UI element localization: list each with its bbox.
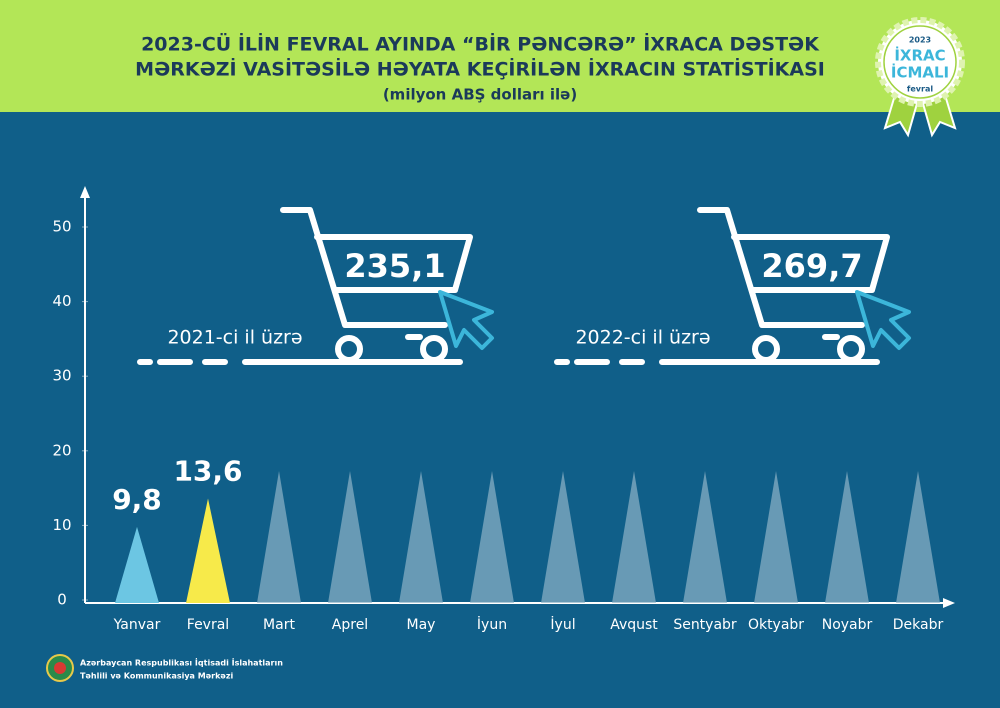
placeholder-triangle [896, 471, 940, 603]
y-tick-label: 20 [52, 441, 71, 459]
annotation-label: 2021-ci il üzrə [167, 327, 302, 349]
placeholder-triangle [754, 471, 798, 603]
x-tick-label: Aprel [332, 617, 368, 633]
cursor-icon [438, 290, 911, 350]
placeholder-triangle [470, 471, 514, 603]
title-line: MƏRKƏZİ VASİTƏSİLƏ HƏYATA KEÇİRİLƏN İXRA… [135, 57, 825, 81]
x-tick-label: Noyabr [822, 617, 873, 633]
annotation-value: 269,7 [761, 247, 862, 285]
triangle-bar [115, 526, 159, 603]
x-tick-label: Fevral [187, 617, 229, 633]
badge-text: İCMALI [891, 63, 949, 82]
placeholder-triangle [328, 471, 372, 603]
x-tick-label: Yanvar [113, 617, 161, 633]
x-tick-label: İyun [477, 615, 507, 633]
footer-text: Təhlili və Kommunikasiya Mərkəzi [80, 672, 233, 681]
header-band [0, 0, 1000, 112]
placeholder-triangle [541, 471, 585, 603]
badge-text: İXRAC [894, 46, 945, 65]
x-tick-label: Avqust [610, 617, 658, 633]
y-tick-label: 10 [52, 516, 71, 534]
x-tick-label: May [407, 617, 436, 633]
x-tick-label: İyul [550, 615, 575, 633]
cart-illustration [137, 207, 890, 365]
placeholder-triangle [612, 471, 656, 603]
annotation-value: 235,1 [344, 247, 445, 285]
x-tick-label: Sentyabr [673, 617, 737, 633]
value-label: 13,6 [173, 455, 242, 488]
value-label: 9,8 [112, 483, 162, 516]
placeholder-triangle [399, 471, 443, 603]
y-tick-label: 30 [52, 367, 71, 385]
badge-month: fevral [907, 85, 933, 94]
y-tick-label: 0 [57, 591, 67, 609]
x-tick-label: Mart [263, 617, 295, 633]
title-line: 2023-CÜ İLİN FEVRAL AYINDA “BİR PƏNCƏRƏ”… [141, 32, 820, 56]
subtitle: (milyon ABŞ dolları ilə) [383, 86, 577, 104]
placeholder-triangle [257, 471, 301, 603]
x-tick-label: Dekabr [893, 617, 944, 633]
badge-year: 2023 [909, 36, 931, 45]
x-tick-label: Oktyabr [748, 617, 804, 633]
placeholder-triangle [683, 471, 727, 603]
annotation-label: 2022-ci il üzrə [575, 327, 710, 349]
badge: 2023 İXRAC İCMALI fevral [875, 17, 965, 138]
triangle-bar [186, 498, 230, 603]
y-tick-label: 40 [52, 292, 71, 310]
emblem [46, 654, 74, 682]
y-tick-label: 50 [52, 218, 71, 236]
footer-text: Azərbaycan Respublikası İqtisadi İslahat… [80, 658, 283, 668]
placeholder-triangle [825, 471, 869, 603]
